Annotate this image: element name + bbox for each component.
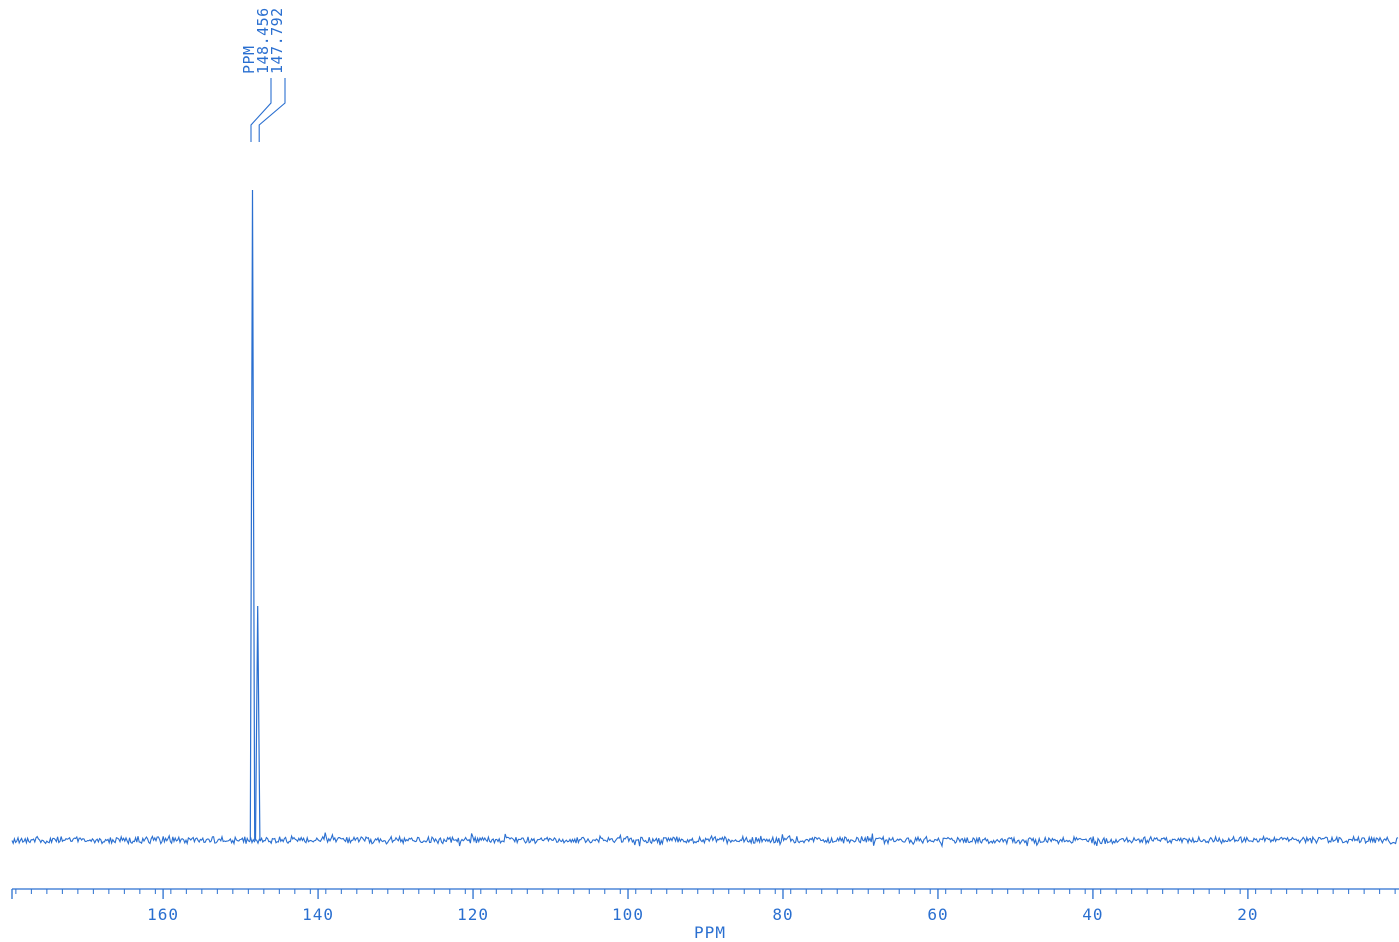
- peak-leader-line: [258, 78, 286, 142]
- spectrum-baseline: [11, 832, 1399, 849]
- peak-label: 147.792: [268, 7, 286, 74]
- x-axis-minor-ticks: [15, 889, 1396, 894]
- spectrum-peak: [249, 189, 256, 841]
- x-axis: 160 140 120 100 80 60 40 20 PPM: [11, 888, 1399, 942]
- spectrum-trace-group: [11, 189, 1399, 849]
- x-axis-tick-label: 160: [147, 905, 179, 924]
- x-axis-title: PPM: [694, 923, 726, 942]
- peak-leader-line: [250, 78, 272, 142]
- x-axis-major-ticks: [162, 889, 1249, 899]
- x-axis-tick-label: 100: [612, 905, 644, 924]
- x-axis-tick-labels: 160 140 120 100 80 60 40 20: [147, 905, 1258, 924]
- x-axis-tick-label: 40: [1082, 905, 1103, 924]
- peak-list-header: PPM: [240, 45, 258, 74]
- spectrum-peak: [254, 605, 261, 841]
- x-axis-tick-label: 80: [772, 905, 793, 924]
- x-axis-tick-label: 120: [457, 905, 489, 924]
- x-axis-tick-label: 20: [1237, 905, 1258, 924]
- x-axis-tick-label: 60: [927, 905, 948, 924]
- peak-label: 148.456: [254, 7, 272, 74]
- x-axis-tick-label: 140: [302, 905, 334, 924]
